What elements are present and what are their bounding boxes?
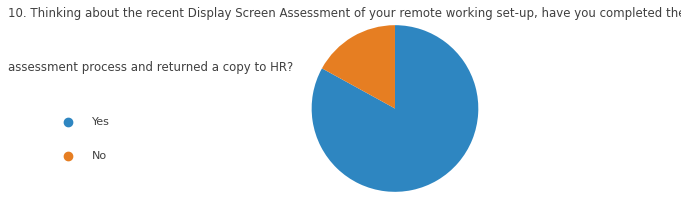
Wedge shape xyxy=(322,25,395,108)
Text: Yes: Yes xyxy=(92,117,110,127)
Text: 10. Thinking about the recent Display Screen Assessment of your remote working s: 10. Thinking about the recent Display Sc… xyxy=(8,7,681,20)
Text: assessment process and returned a copy to HR?: assessment process and returned a copy t… xyxy=(8,61,294,74)
Text: No: No xyxy=(92,151,107,161)
Wedge shape xyxy=(312,25,478,192)
